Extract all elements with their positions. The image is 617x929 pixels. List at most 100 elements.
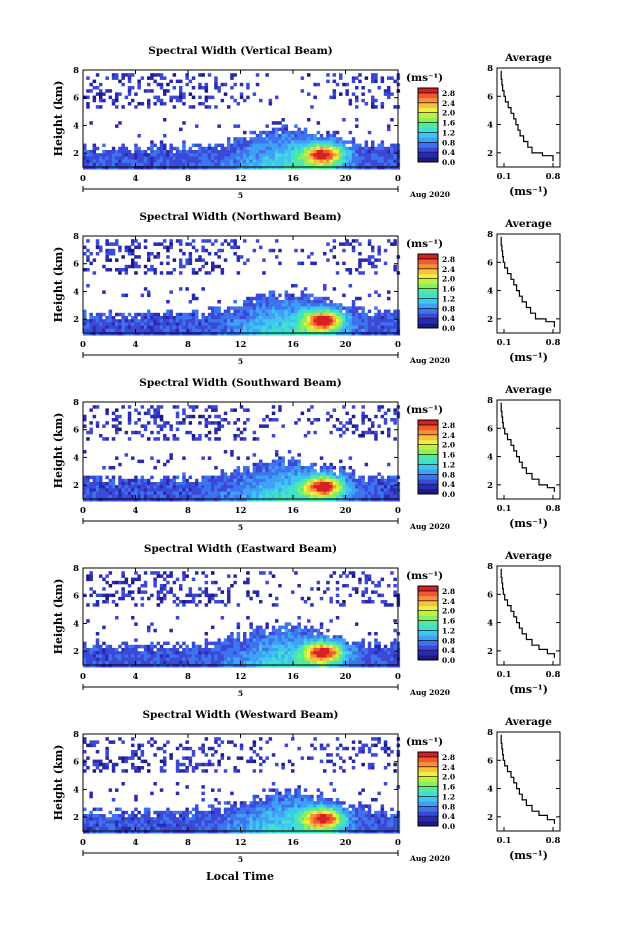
day-label: 5 xyxy=(238,523,243,532)
profile-line xyxy=(500,734,555,824)
colorbar-tick-label: 2.8 xyxy=(442,89,455,98)
heatmap-cells xyxy=(83,73,401,170)
x-tick-label: 4 xyxy=(133,506,139,516)
profile-y-tick-label: 2 xyxy=(487,813,493,823)
y-tick-label: 8 xyxy=(73,232,79,242)
profile-x-label: (ms⁻¹) xyxy=(509,351,548,364)
y-tick-label: 8 xyxy=(73,564,79,574)
colorbar-tick-label: 2.4 xyxy=(442,431,455,440)
colorbar-tick-label: 2.4 xyxy=(442,99,455,108)
profile-y-tick-label: 2 xyxy=(487,647,493,657)
y-axis-label: Height (km) xyxy=(52,81,65,157)
panel-2: Spectral Width (Southward Beam) 2 4 6 8 Heigh… xyxy=(52,377,561,532)
profile-frame xyxy=(496,399,561,500)
profile-y-tick-label: 8 xyxy=(487,230,493,240)
colorbar-tick-label: 0.8 xyxy=(442,802,455,811)
profile-frame xyxy=(496,233,561,334)
profile-x-tick-label: 0.8 xyxy=(546,504,561,514)
colorbar-tick-label: 0.4 xyxy=(442,646,455,655)
y-tick-label: 8 xyxy=(73,66,79,76)
profile-x-tick-label: 0.8 xyxy=(546,338,561,348)
x-tick-label: 20 xyxy=(340,672,352,682)
profile-x-tick-label: 0.1 xyxy=(497,172,512,182)
colorbar-unit: (ms⁻¹) xyxy=(406,238,443,250)
profile-y-tick-label: 6 xyxy=(487,590,493,600)
x-tick-label: 12 xyxy=(235,174,247,184)
panel-title: Spectral Width (Northward Beam) xyxy=(139,211,341,223)
x-tick-label: 16 xyxy=(287,506,299,516)
colorbar-tick-label: 0.8 xyxy=(442,304,455,313)
x-tick-label: 16 xyxy=(287,672,299,682)
colorbar-tick-label: 2.0 xyxy=(442,441,455,450)
profile-x-label: (ms⁻¹) xyxy=(509,185,548,198)
colorbar-tick-label: 1.6 xyxy=(442,451,455,460)
y-tick-label: 4 xyxy=(73,785,79,795)
profile-title: Average xyxy=(504,218,552,230)
profile-y-tick-label: 8 xyxy=(487,728,493,738)
y-tick-label: 6 xyxy=(73,94,79,104)
colorbar-tick-label: 0.0 xyxy=(442,822,455,831)
y-tick-label: 6 xyxy=(73,758,79,768)
profile-x-tick-label: 0.1 xyxy=(497,836,512,846)
profile-x-label: (ms⁻¹) xyxy=(509,683,548,696)
x-tick-label: 0 xyxy=(395,838,401,848)
y-axis-label: Height (km) xyxy=(52,413,65,489)
day-label: 5 xyxy=(238,191,243,200)
profile-title: Average xyxy=(504,52,552,64)
colorbar-tick-label: 0.0 xyxy=(442,490,455,499)
colorbar-tick-label: 1.6 xyxy=(442,783,455,792)
panel-title: Spectral Width (Westward Beam) xyxy=(142,709,338,721)
profile-x-label: (ms⁻¹) xyxy=(509,517,548,530)
profile-x-tick-label: 0.1 xyxy=(497,504,512,514)
profile-y-tick-label: 4 xyxy=(487,121,493,131)
profile-x-tick-label: 0.8 xyxy=(546,836,561,846)
x-tick-label: 8 xyxy=(185,506,191,516)
profile-y-tick-label: 6 xyxy=(487,756,493,766)
profile-line xyxy=(500,568,555,658)
x-tick-label: 4 xyxy=(133,672,139,682)
panel-0: Spectral Width (Vertical Beam) 2 4 6 8 Height… xyxy=(52,45,561,200)
y-axis-label: Height (km) xyxy=(52,247,65,323)
x-tick-label: 0 xyxy=(395,506,401,516)
y-tick-label: 2 xyxy=(73,149,79,159)
day-label: 5 xyxy=(238,689,243,698)
colorbar-unit: (ms⁻¹) xyxy=(406,736,443,748)
colorbar-tick-label: 2.0 xyxy=(442,109,455,118)
date-label: Aug 2020 xyxy=(409,854,450,863)
date-label: Aug 2020 xyxy=(409,522,450,531)
colorbar-tick-label: 0.0 xyxy=(442,324,455,333)
colorbar-tick-label: 1.6 xyxy=(442,617,455,626)
colorbar-tick-label: 0.4 xyxy=(442,812,455,821)
heatmap-cells xyxy=(83,571,401,668)
x-tick-label: 20 xyxy=(340,838,352,848)
x-tick-label: 4 xyxy=(133,174,139,184)
colorbar-tick-label: 0.4 xyxy=(442,480,455,489)
heatmap-cells xyxy=(83,239,401,336)
x-tick-label: 8 xyxy=(185,174,191,184)
colorbar-tick-label: 0.0 xyxy=(442,158,455,167)
profile-y-tick-label: 2 xyxy=(487,149,493,159)
colorbar-tick-label: 1.2 xyxy=(442,460,455,469)
x-tick-label: 4 xyxy=(133,340,139,350)
y-tick-label: 2 xyxy=(73,647,79,657)
colorbar-tick-label: 0.4 xyxy=(442,148,455,157)
panel-title: Spectral Width (Southward Beam) xyxy=(139,377,341,389)
profile-line xyxy=(500,236,555,328)
x-tick-label: 16 xyxy=(287,174,299,184)
y-tick-label: 4 xyxy=(73,453,79,463)
colorbar-tick-label: 0.0 xyxy=(442,656,455,665)
panel-4: Spectral Width (Westward Beam) 2 4 6 8 Height… xyxy=(52,709,561,864)
day-label: 5 xyxy=(238,357,243,366)
colorbar-tick-label: 2.8 xyxy=(442,255,455,264)
y-axis-label: Height (km) xyxy=(52,745,65,821)
profile-title: Average xyxy=(504,384,552,396)
x-tick-label: 20 xyxy=(340,506,352,516)
x-tick-label: 16 xyxy=(287,340,299,350)
profile-x-label: (ms⁻¹) xyxy=(509,849,548,862)
profile-x-tick-label: 0.1 xyxy=(497,670,512,680)
x-tick-label: 0 xyxy=(80,174,86,184)
x-tick-label: 0 xyxy=(395,174,401,184)
x-tick-label: 16 xyxy=(287,838,299,848)
colorbar-tick-label: 1.2 xyxy=(442,626,455,635)
